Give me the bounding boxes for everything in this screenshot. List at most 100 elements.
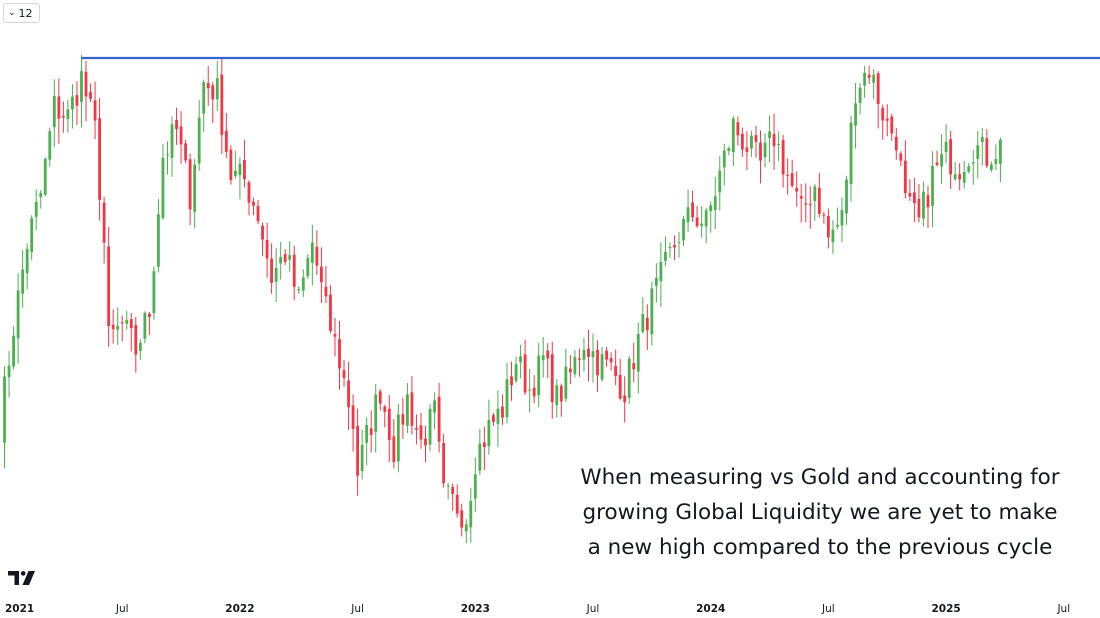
candle-body [125, 319, 129, 324]
candle-body [428, 408, 432, 445]
candle-body [138, 342, 142, 351]
candle [813, 183, 817, 221]
candle [333, 318, 337, 357]
candle-body [107, 246, 111, 327]
candle [944, 124, 948, 164]
candle-body [994, 159, 998, 164]
candle-body [582, 349, 586, 360]
candle-body [568, 368, 572, 373]
candle [935, 150, 939, 167]
candle [808, 186, 812, 229]
candle [745, 131, 749, 171]
candle-body [532, 387, 536, 397]
candle [636, 322, 640, 394]
candle [356, 408, 360, 496]
candle [922, 181, 925, 227]
candle-body [573, 357, 577, 375]
candle [75, 81, 79, 125]
candle [985, 129, 989, 169]
candle [378, 389, 382, 411]
candle-body [682, 219, 685, 241]
candle-body [157, 214, 160, 267]
candle-body [152, 271, 156, 314]
candle [3, 366, 6, 469]
candle [107, 227, 111, 347]
candle-body [492, 415, 495, 422]
candle [641, 297, 645, 334]
candle [623, 376, 627, 423]
candle [967, 162, 971, 174]
candle-body [451, 486, 455, 494]
tradingview-logo-icon [8, 571, 35, 585]
candle [229, 145, 233, 185]
candle [722, 143, 726, 186]
candle [179, 111, 183, 164]
candle-body [338, 339, 341, 369]
candle [143, 311, 147, 344]
candle-body [365, 424, 369, 443]
candle [292, 245, 296, 301]
candle [709, 201, 713, 233]
candle-body [863, 72, 867, 86]
candle-body [668, 247, 672, 249]
candle-body [709, 205, 713, 212]
candle-body [184, 143, 187, 161]
candle-body [777, 143, 781, 145]
candle-body [206, 82, 210, 89]
candle-body [894, 136, 898, 151]
candle-body [369, 428, 373, 435]
candle [650, 281, 654, 346]
candle-body [243, 160, 246, 180]
candle-body [261, 225, 264, 240]
candle [215, 60, 219, 112]
candle-body [564, 366, 568, 399]
candle [129, 313, 133, 352]
candle [555, 379, 559, 418]
candle [817, 172, 821, 218]
candle-body [740, 133, 744, 150]
candle-body [274, 267, 278, 282]
candle [605, 347, 608, 367]
candle-body [591, 351, 595, 358]
candle-body [442, 443, 446, 484]
candle [374, 383, 378, 453]
candle [166, 141, 169, 175]
candle-body [360, 444, 364, 472]
x-tick-label: Jul [821, 603, 835, 615]
candle-body [252, 201, 255, 206]
annotation-line-2: growing Global Liquidity we are yet to m… [582, 500, 1058, 525]
interval-selector[interactable]: ⌄ 12 [3, 3, 40, 23]
candle [989, 161, 993, 173]
candle [473, 457, 477, 512]
candle [781, 135, 785, 188]
candle-body [609, 357, 613, 363]
candle [528, 368, 532, 413]
candle [682, 215, 685, 246]
candle [410, 375, 414, 435]
candle [913, 177, 916, 223]
candle-body [718, 170, 722, 193]
candle [903, 140, 907, 199]
candle [940, 134, 943, 185]
candle-body [989, 164, 993, 170]
candle [297, 286, 301, 294]
candle [161, 144, 165, 220]
candle [401, 397, 405, 439]
candle [482, 426, 486, 471]
candle [360, 429, 364, 480]
candle [315, 230, 319, 275]
candle [519, 344, 522, 379]
candle [994, 144, 998, 171]
candle-body [673, 245, 676, 248]
candle-body [976, 145, 980, 159]
candle-body [161, 157, 165, 218]
candle-body [695, 217, 699, 227]
candle-body [342, 370, 346, 379]
candle-body [147, 313, 151, 317]
candle [170, 116, 174, 177]
candle-body [80, 71, 83, 102]
candle-body [406, 394, 409, 426]
candle-body [215, 78, 219, 100]
candle [134, 316, 138, 373]
